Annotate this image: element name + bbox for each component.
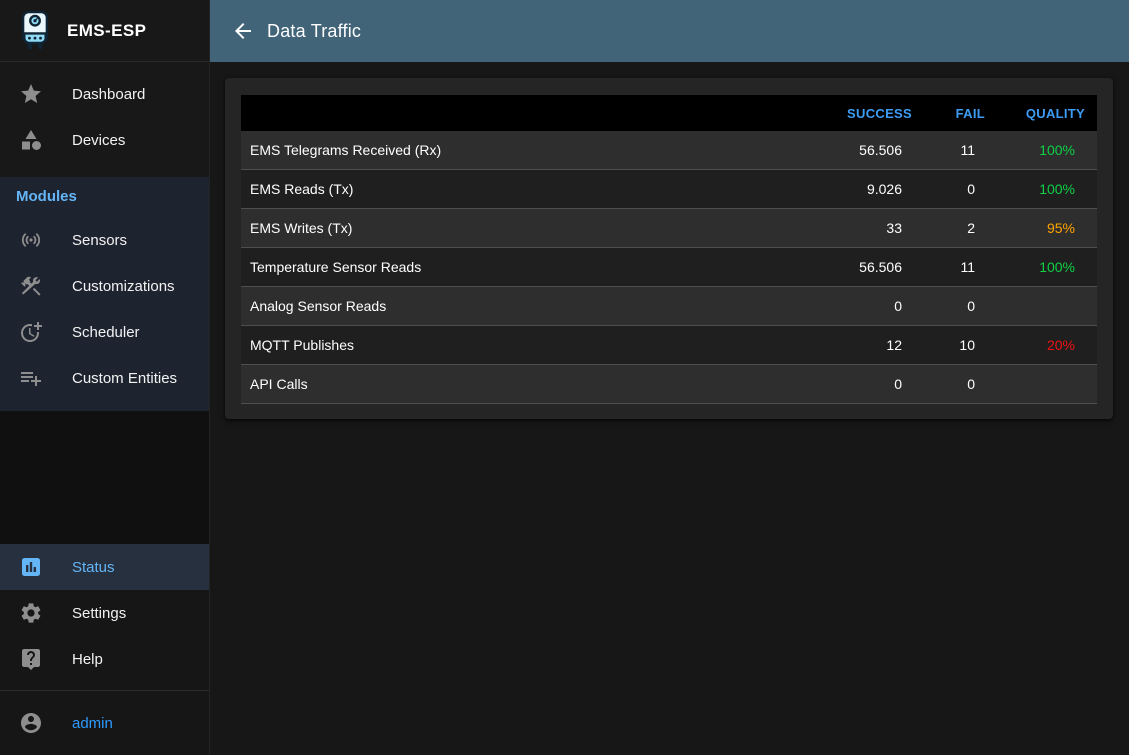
table-row: EMS Writes (Tx) 33 2 95% [241,209,1097,248]
row-fail: 0 [967,298,975,314]
sidebar-item-label: Custom Entities [72,369,178,387]
row-success: 0 [894,376,902,392]
sidebar-item-help[interactable]: Help [0,636,209,682]
row-fail: 10 [959,337,975,353]
sidebar-item-customizations[interactable]: Customizations [0,263,209,309]
row-quality: 100% [1039,181,1075,197]
sidebar-item-settings[interactable]: Settings [0,590,209,636]
category-shapes-icon [19,128,43,152]
row-quality: 95% [1046,220,1075,236]
row-fail: 11 [960,259,975,275]
app-title: EMS-ESP [67,20,147,40]
row-fail: 11 [960,142,975,158]
content-area: SUCCESS FAIL QUALITY EMS Telegrams Recei… [210,62,1129,755]
table-row: MQTT Publishes 12 10 20% [241,326,1097,365]
sidebar: EMS-ESP Dashboard De [0,0,210,755]
sidebar-nav-bottom: Status Settings Help [0,544,209,690]
row-quality: 100% [1039,142,1075,158]
sidebar-item-status[interactable]: Status [0,544,209,590]
column-header-fail: FAIL [955,105,985,121]
row-label: EMS Telegrams Received (Rx) [250,142,442,158]
table-row: EMS Telegrams Received (Rx) 56.506 11 10… [241,131,1097,170]
playlist-add-icon [19,366,43,390]
sidebar-item-admin[interactable]: admin [0,690,209,755]
boiler-logo-icon [16,9,54,53]
sidebar-nav-main: Dashboard Devices [0,62,209,177]
sidebar-item-label: Devices [72,131,126,149]
row-success: 0 [894,298,902,314]
page-title: Data Traffic [267,20,362,41]
table-row: Temperature Sensor Reads 56.506 11 100% [241,248,1097,287]
help-bubble-icon [19,647,43,671]
row-success: 56.506 [859,142,902,158]
admin-user-label: admin [72,714,113,732]
bar-chart-icon [19,555,43,579]
sidebar-item-label: Settings [72,604,127,622]
row-label: API Calls [250,376,308,392]
row-fail: 2 [967,220,975,236]
sidebar-spacer [0,411,209,544]
data-traffic-table: SUCCESS FAIL QUALITY EMS Telegrams Recei… [241,95,1097,404]
sidebar-item-label: Sensors [72,231,128,249]
back-arrow-icon[interactable] [231,19,255,43]
table-row: EMS Reads (Tx) 9.026 0 100% [241,170,1097,209]
data-traffic-card: SUCCESS FAIL QUALITY EMS Telegrams Recei… [225,78,1113,419]
sensors-signal-icon [19,228,43,252]
modules-section-header: Modules [16,188,77,205]
sidebar-section-modules: Modules Sensors [0,177,209,411]
sidebar-item-label: Status [72,558,115,576]
account-circle-icon [19,711,43,735]
sidebar-header: EMS-ESP [0,0,209,62]
sidebar-item-label: Customizations [72,277,175,295]
sidebar-item-custom-entities[interactable]: Custom Entities [0,355,209,401]
row-label: Temperature Sensor Reads [250,259,422,275]
sidebar-item-label: Help [72,650,103,668]
column-header-success: SUCCESS [847,105,912,121]
sidebar-item-sensors[interactable]: Sensors [0,217,209,263]
row-fail: 0 [967,181,975,197]
row-quality: 100% [1039,259,1075,275]
row-label: MQTT Publishes [250,337,354,353]
star-icon [19,82,43,106]
table-row: API Calls 0 0 [241,365,1097,404]
row-fail: 0 [967,376,975,392]
row-label: EMS Writes (Tx) [250,220,353,236]
sidebar-item-label: Scheduler [72,323,140,341]
gear-icon [19,601,43,625]
row-success: 56.506 [859,259,902,275]
sidebar-item-label: Dashboard [72,85,146,103]
row-success: 9.026 [866,181,902,197]
row-quality: 20% [1046,337,1075,353]
page-header: Data Traffic [210,0,1129,62]
row-label: Analog Sensor Reads [250,298,387,314]
row-success: 33 [886,220,902,236]
table-row: Analog Sensor Reads 0 0 [241,287,1097,326]
table-header-row: SUCCESS FAIL QUALITY [241,95,1097,131]
sidebar-item-devices[interactable]: Devices [0,117,209,163]
row-success: 12 [886,337,902,353]
construction-tools-icon [19,274,43,298]
row-label: EMS Reads (Tx) [250,181,354,197]
clock-add-icon [19,320,43,344]
main-area: Data Traffic SUCCESS FAIL QUALITY EMS Te… [210,0,1129,755]
sidebar-item-scheduler[interactable]: Scheduler [0,309,209,355]
sidebar-item-dashboard[interactable]: Dashboard [0,71,209,117]
column-header-quality: QUALITY [1025,105,1085,121]
